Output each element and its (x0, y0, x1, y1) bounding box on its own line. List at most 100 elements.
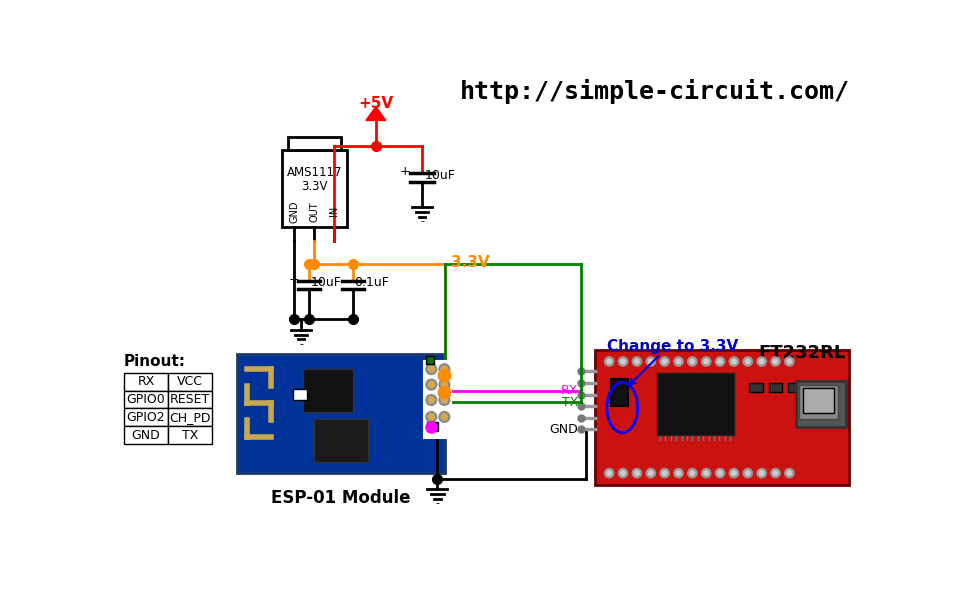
Circle shape (426, 364, 436, 375)
Circle shape (647, 357, 655, 366)
Circle shape (688, 357, 697, 366)
Text: GND: GND (289, 200, 299, 222)
Circle shape (787, 359, 792, 364)
Circle shape (634, 471, 639, 476)
Text: 10uF: 10uF (310, 276, 341, 290)
Text: +: + (400, 165, 411, 178)
Circle shape (746, 471, 750, 476)
Circle shape (663, 359, 667, 364)
Circle shape (757, 357, 766, 366)
Circle shape (648, 471, 653, 476)
Circle shape (428, 414, 435, 420)
Text: TX: TX (562, 396, 579, 409)
Circle shape (439, 395, 450, 405)
Circle shape (732, 359, 736, 364)
Bar (314, 419, 369, 462)
Circle shape (676, 359, 681, 364)
Bar (799, 385, 838, 419)
Circle shape (690, 359, 694, 364)
Bar (750, 383, 763, 392)
Bar (610, 379, 627, 406)
Bar (595, 350, 849, 485)
Text: VCC: VCC (177, 375, 202, 388)
Polygon shape (366, 107, 386, 121)
Circle shape (439, 379, 450, 390)
Circle shape (690, 471, 694, 476)
Circle shape (757, 468, 766, 478)
Circle shape (647, 468, 655, 478)
Circle shape (426, 379, 436, 390)
Circle shape (771, 468, 780, 478)
Circle shape (663, 471, 667, 476)
Circle shape (619, 468, 627, 478)
Circle shape (674, 357, 683, 366)
Circle shape (648, 359, 653, 364)
Bar (124, 373, 168, 391)
Circle shape (730, 357, 738, 366)
Circle shape (702, 357, 711, 366)
Bar (282, 150, 348, 227)
Circle shape (704, 471, 709, 476)
Circle shape (732, 471, 736, 476)
Text: -: - (420, 216, 424, 226)
Text: 3.3V: 3.3V (452, 255, 490, 270)
Circle shape (439, 411, 450, 422)
Circle shape (605, 357, 614, 366)
Text: RESET: RESET (170, 393, 210, 406)
Text: http://simple-circuit.com/: http://simple-circuit.com/ (459, 79, 849, 104)
Circle shape (718, 359, 722, 364)
Bar (303, 369, 352, 411)
Circle shape (759, 471, 764, 476)
Bar (426, 356, 434, 364)
Circle shape (759, 359, 764, 364)
Circle shape (743, 468, 753, 478)
Circle shape (428, 397, 435, 403)
Bar (168, 391, 212, 408)
Text: FT232RL: FT232RL (758, 344, 845, 362)
Circle shape (426, 395, 436, 405)
Bar (769, 383, 782, 392)
Circle shape (606, 359, 611, 364)
Circle shape (688, 468, 697, 478)
Circle shape (702, 468, 711, 478)
Bar (293, 389, 308, 400)
Text: GPIO0: GPIO0 (127, 393, 165, 406)
Circle shape (771, 357, 780, 366)
Circle shape (426, 411, 436, 422)
Bar (168, 408, 212, 426)
Text: RX: RX (561, 384, 579, 397)
Circle shape (619, 357, 627, 366)
Circle shape (704, 359, 709, 364)
Bar (124, 426, 168, 444)
Bar (237, 354, 445, 473)
Bar (657, 373, 733, 435)
Bar (288, 138, 341, 150)
Circle shape (785, 468, 794, 478)
Text: +5V: +5V (358, 96, 393, 111)
Bar (803, 388, 834, 413)
Text: +: + (288, 273, 299, 285)
Circle shape (715, 357, 725, 366)
Circle shape (774, 471, 777, 476)
Text: AMS1117: AMS1117 (286, 166, 343, 179)
Bar (168, 373, 212, 391)
Circle shape (634, 359, 639, 364)
Circle shape (774, 359, 777, 364)
Circle shape (787, 471, 792, 476)
Text: IN: IN (329, 206, 339, 216)
Bar (168, 426, 212, 444)
Text: Pinout:: Pinout: (124, 354, 186, 369)
Circle shape (428, 366, 435, 372)
Text: -: - (299, 339, 303, 349)
Circle shape (746, 359, 750, 364)
Bar (124, 408, 168, 426)
Bar (124, 391, 168, 408)
Text: ESP-01 Module: ESP-01 Module (271, 488, 411, 507)
Bar (796, 381, 845, 427)
Circle shape (660, 468, 669, 478)
Circle shape (441, 382, 448, 388)
Text: Change to 3.3V: Change to 3.3V (606, 339, 738, 353)
Text: CH_PD: CH_PD (169, 411, 211, 424)
Circle shape (441, 397, 448, 403)
Text: TX: TX (181, 428, 198, 442)
